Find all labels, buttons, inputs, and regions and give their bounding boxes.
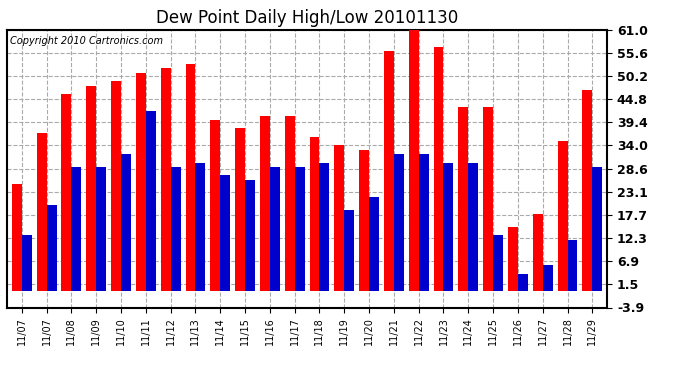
Bar <box>384 51 394 291</box>
Bar <box>210 120 220 291</box>
Bar <box>558 141 567 291</box>
Bar <box>96 167 106 291</box>
Bar <box>344 210 354 291</box>
Bar <box>508 226 518 291</box>
Bar <box>295 167 304 291</box>
Bar <box>47 205 57 291</box>
Text: Copyright 2010 Cartronics.com: Copyright 2010 Cartronics.com <box>10 36 163 45</box>
Bar <box>121 154 131 291</box>
Bar <box>582 90 592 291</box>
Bar <box>310 137 319 291</box>
Bar <box>195 162 206 291</box>
Bar <box>469 162 478 291</box>
Bar <box>111 81 121 291</box>
Bar <box>419 154 428 291</box>
Bar <box>533 214 543 291</box>
Bar <box>186 64 195 291</box>
Bar <box>136 73 146 291</box>
Bar <box>458 107 469 291</box>
Bar <box>37 133 47 291</box>
Bar <box>592 167 602 291</box>
Bar <box>161 69 170 291</box>
Bar <box>245 180 255 291</box>
Bar <box>543 265 553 291</box>
Bar <box>433 47 444 291</box>
Bar <box>444 162 453 291</box>
Bar <box>270 167 279 291</box>
Bar <box>359 150 369 291</box>
Bar <box>335 146 344 291</box>
Bar <box>260 116 270 291</box>
Bar <box>22 235 32 291</box>
Title: Dew Point Daily High/Low 20101130: Dew Point Daily High/Low 20101130 <box>156 9 458 27</box>
Bar <box>408 26 419 291</box>
Bar <box>235 128 245 291</box>
Bar <box>71 167 81 291</box>
Bar <box>493 235 503 291</box>
Bar <box>319 162 329 291</box>
Bar <box>369 197 379 291</box>
Bar <box>483 107 493 291</box>
Bar <box>394 154 404 291</box>
Bar <box>518 274 528 291</box>
Bar <box>61 94 71 291</box>
Bar <box>285 116 295 291</box>
Bar <box>146 111 156 291</box>
Bar <box>12 184 22 291</box>
Bar <box>86 86 96 291</box>
Bar <box>220 176 230 291</box>
Bar <box>567 240 578 291</box>
Bar <box>170 167 181 291</box>
